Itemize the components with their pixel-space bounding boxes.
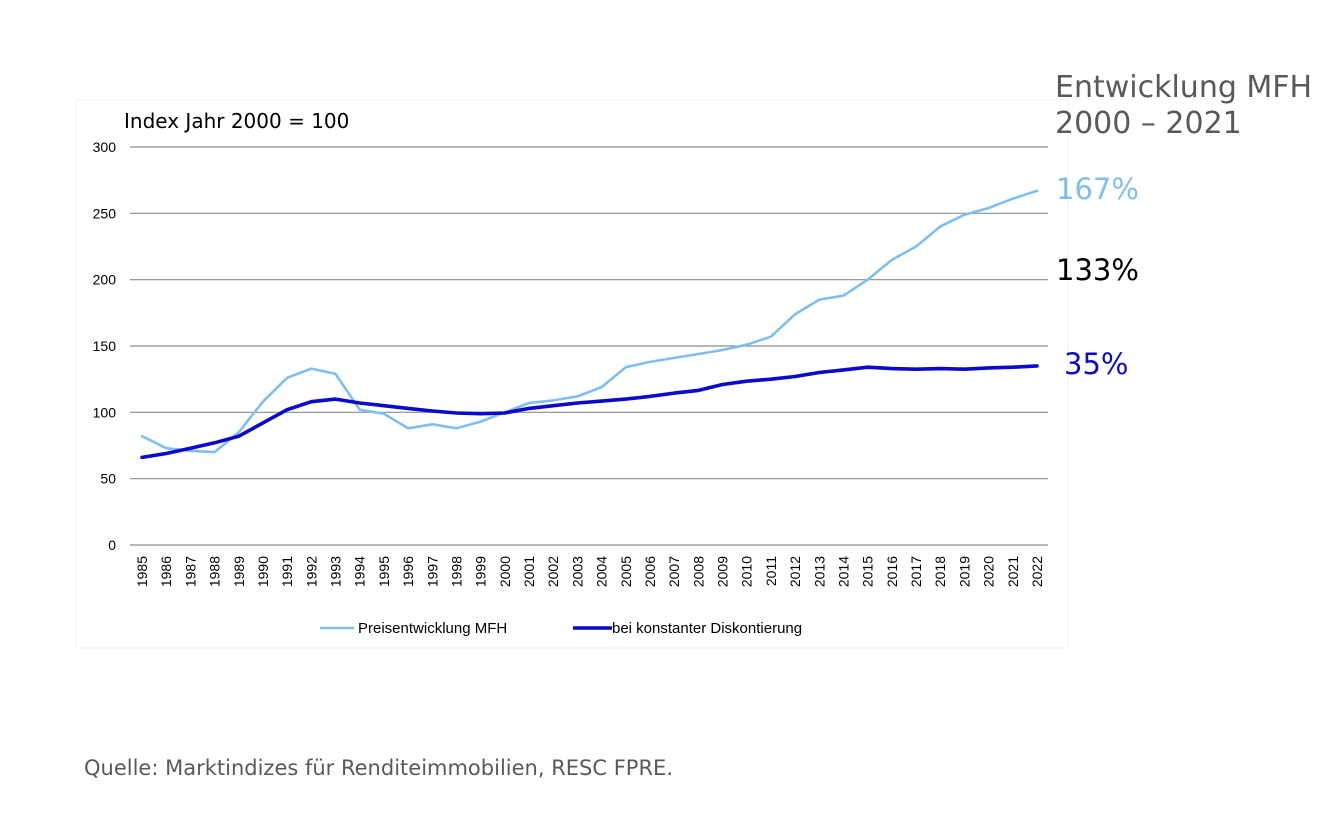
x-tick-label: 1985 (134, 556, 150, 587)
side-title-line2: 2000 – 2021 (1055, 106, 1242, 141)
series-line-2 (140, 364, 1039, 460)
x-tick-label: 1994 (352, 556, 368, 587)
x-axis-ticks: 1985 1986 1987 1988 1989 1990 1991 1992 1993 1994… (134, 556, 1045, 587)
y-tick-label: 250 (93, 205, 117, 221)
x-tick-label: 2021 (1005, 556, 1021, 587)
x-tick-label: 1988 (207, 556, 223, 587)
x-tick-label: 1993 (328, 556, 344, 587)
y-tick-label: 50 (100, 471, 116, 487)
x-tick-label: 1989 (231, 556, 247, 587)
x-tick-label: 1990 (255, 556, 271, 587)
x-tick-label: 2014 (835, 556, 851, 587)
side-title-line1: Entwicklung MFH (1055, 70, 1313, 105)
source-note: Quelle: Marktindizes für Renditeimmobili… (84, 756, 674, 780)
series-lines (140, 189, 1039, 460)
annotation-preis: 167% (1056, 172, 1139, 206)
x-tick-label: 1995 (376, 556, 392, 587)
x-tick-label: 2008 (690, 556, 706, 587)
x-tick-label: 2018 (932, 556, 948, 587)
legend-label-2: bei konstanter Diskontierung (612, 620, 802, 637)
side-title: Entwicklung MFH 2000 – 2021 (1055, 70, 1312, 142)
x-tick-label: 2013 (811, 556, 827, 587)
x-tick-label: 2020 (981, 556, 997, 587)
x-tick-label: 2011 (763, 556, 779, 586)
x-tick-label: 1996 (400, 556, 416, 587)
x-tick-label: 2019 (956, 556, 972, 587)
x-tick-label: 2004 (594, 556, 610, 587)
legend-label-1: Preisentwicklung MFH (358, 620, 507, 637)
x-tick-label: 2009 (715, 556, 731, 587)
x-tick-label: 1997 (424, 556, 440, 587)
x-tick-label: 2000 (497, 556, 513, 587)
annotation-diskont: 35% (1064, 347, 1129, 381)
x-tick-label: 2001 (521, 556, 537, 587)
y-tick-label: 0 (108, 537, 116, 553)
x-tick-label: 2016 (884, 556, 900, 587)
index-note: Index Jahr 2000 = 100 (124, 109, 349, 133)
y-tick-label: 150 (93, 338, 117, 354)
annotation-total: 133% (1056, 253, 1139, 287)
x-tick-label: 2002 (545, 556, 561, 587)
x-tick-label: 1986 (158, 556, 174, 587)
y-tick-label: 100 (93, 404, 117, 420)
x-tick-label: 2006 (642, 556, 658, 587)
x-tick-label: 1992 (303, 556, 319, 587)
series-line-1 (140, 189, 1039, 454)
chart-area-background (75, 99, 1069, 649)
y-tick-label: 300 (93, 139, 117, 155)
x-tick-label: 1999 (473, 556, 489, 587)
x-tick-label: 2022 (1029, 556, 1045, 587)
x-tick-label: 1998 (448, 556, 464, 587)
x-tick-label: 2017 (908, 556, 924, 587)
y-tick-label: 200 (93, 272, 117, 288)
y-axis-ticks: 0 50 100 150 200 250 300 (93, 139, 117, 553)
x-tick-label: 1991 (279, 556, 295, 587)
legend: Preisentwicklung MFH bei konstanter Disko… (320, 620, 802, 637)
x-tick-label: 1987 (182, 556, 198, 587)
x-tick-label: 2005 (618, 556, 634, 587)
x-tick-label: 2012 (787, 556, 803, 587)
x-tick-label: 2015 (860, 556, 876, 587)
gridlines (130, 146, 1048, 546)
x-tick-label: 2010 (739, 556, 755, 587)
x-tick-label: 2007 (666, 556, 682, 587)
x-tick-label: 2003 (569, 556, 585, 587)
